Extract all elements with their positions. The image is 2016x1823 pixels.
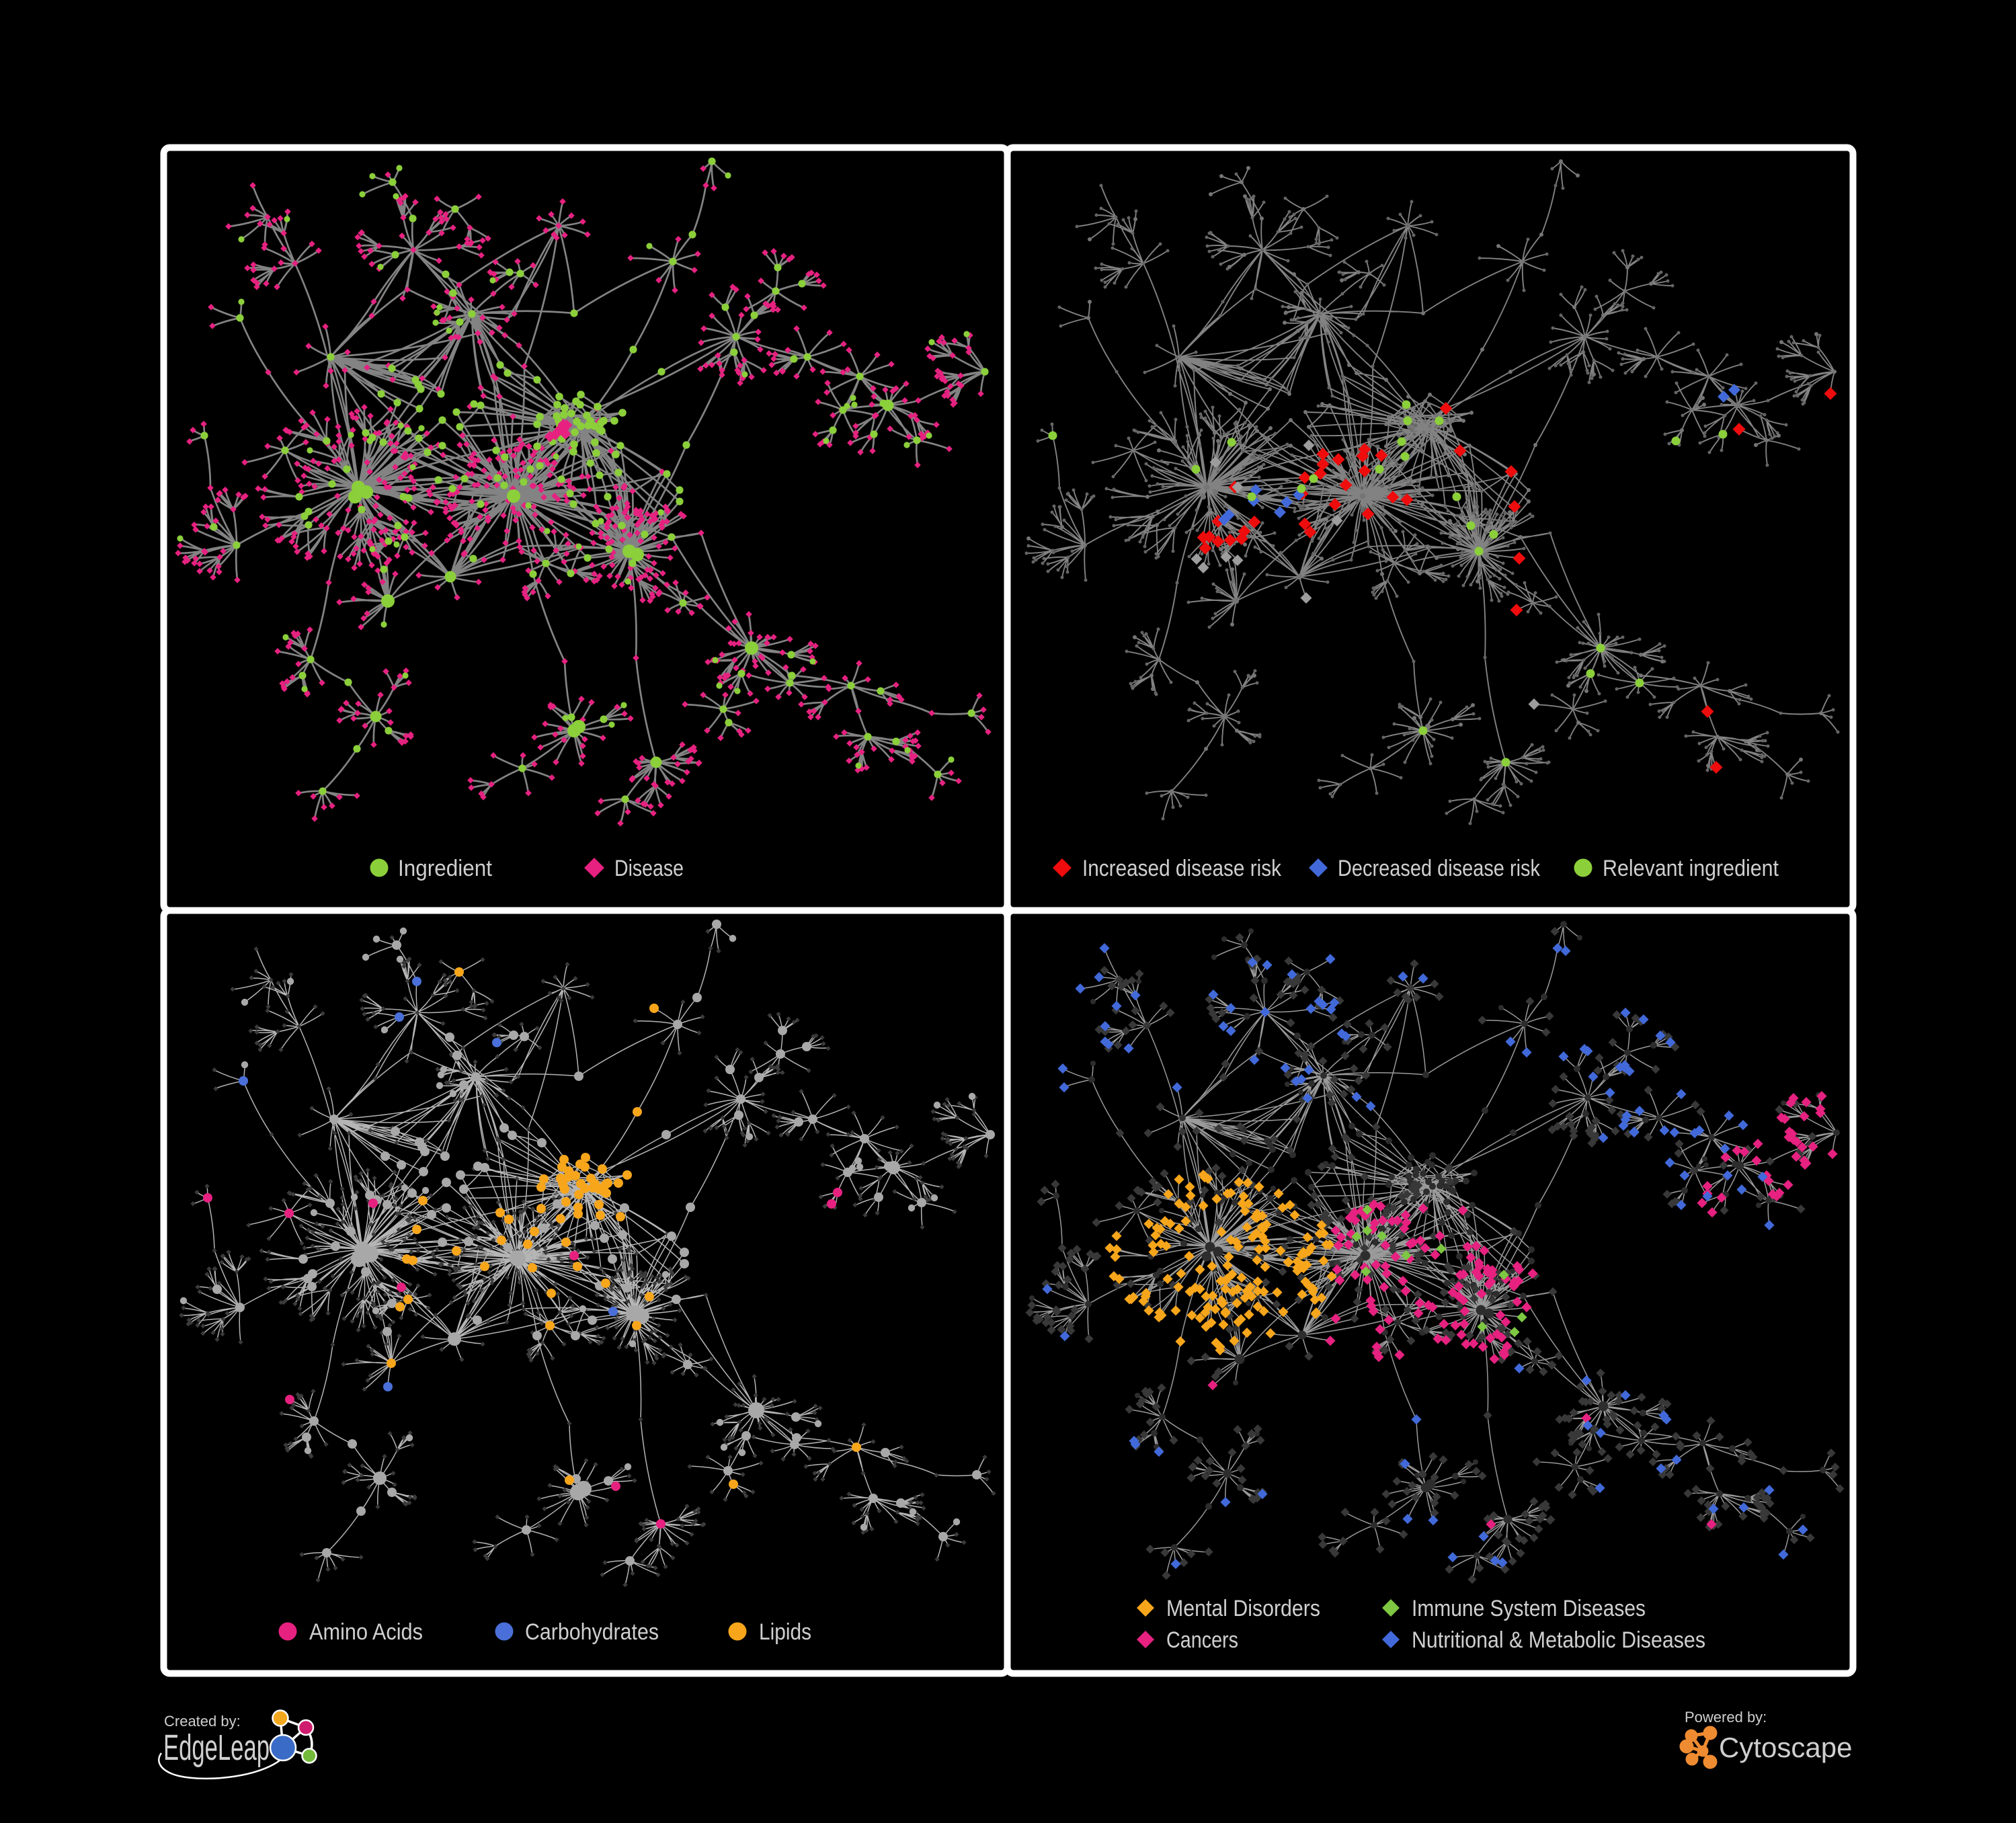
svg-text:Immune System Diseases: Immune System Diseases xyxy=(1412,1596,1646,1621)
svg-text:Amino Acids: Amino Acids xyxy=(309,1619,423,1645)
svg-text:Lipids: Lipids xyxy=(759,1619,811,1645)
svg-text:Disease: Disease xyxy=(614,856,684,881)
svg-text:EdgeLeap: EdgeLeap xyxy=(163,1728,270,1768)
svg-text:Cancers: Cancers xyxy=(1166,1627,1238,1653)
svg-text:Relevant ingredient: Relevant ingredient xyxy=(1603,856,1779,881)
svg-text:Decreased disease risk: Decreased disease risk xyxy=(1338,856,1541,881)
svg-text:Increased disease risk: Increased disease risk xyxy=(1082,856,1282,881)
svg-text:Ingredient: Ingredient xyxy=(398,856,493,881)
svg-text:Powered by:: Powered by: xyxy=(1685,1709,1767,1726)
svg-text:Created by:: Created by: xyxy=(164,1713,241,1730)
svg-text:Mental Disorders: Mental Disorders xyxy=(1166,1596,1320,1621)
svg-text:Carbohydrates: Carbohydrates xyxy=(525,1619,659,1645)
svg-text:Nutritional & Metabolic Diseas: Nutritional & Metabolic Diseases xyxy=(1412,1627,1705,1653)
svg-text:Cytoscape: Cytoscape xyxy=(1719,1732,1852,1763)
